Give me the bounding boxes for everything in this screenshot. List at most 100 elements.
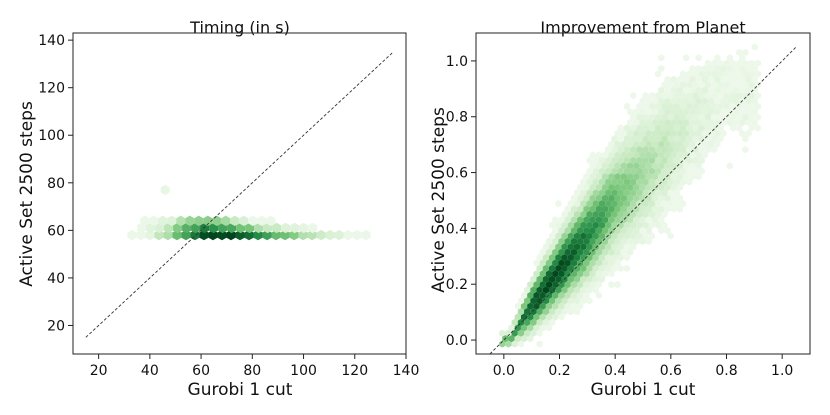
hexbin-cell — [573, 264, 581, 272]
hexbin-cell — [658, 183, 665, 191]
hexbin-cell — [651, 119, 659, 127]
hexbin-cell — [536, 329, 543, 337]
hexbin-cell — [748, 70, 755, 78]
hexbin-cell — [573, 254, 581, 262]
hexbin-cell — [670, 173, 677, 181]
x-tick-label: 1.0 — [771, 363, 793, 379]
hexbin-cell — [564, 270, 571, 278]
hexbin-cell — [208, 229, 218, 241]
hexbin-cell — [567, 232, 574, 240]
hexbin-cell — [673, 102, 680, 110]
hexbin-cell — [645, 129, 652, 137]
hexbin-cell — [586, 286, 593, 294]
hexbin-cell — [626, 248, 634, 256]
hexbin-cell — [580, 297, 587, 305]
hexbin-cell — [648, 210, 655, 218]
hexbin-cell — [692, 156, 699, 164]
hexbin-cell — [729, 81, 737, 89]
hexbin-cell — [620, 248, 627, 256]
hexbin-cell — [352, 229, 362, 241]
hexbin-cell — [549, 318, 556, 326]
hexbin-cell — [714, 140, 721, 148]
hexbin-cell — [626, 205, 634, 213]
hexbin-cell — [561, 210, 568, 218]
hexbin-cell — [558, 270, 565, 278]
hexbin-cell — [623, 178, 631, 186]
hexbin-cell — [573, 189, 581, 197]
improvement-plot-frame — [475, 32, 811, 355]
hexbin-cell — [520, 291, 528, 299]
hexbin-cell — [595, 259, 602, 267]
hexbin-cell — [611, 210, 618, 218]
hexbin-cell — [633, 129, 640, 137]
hexbin-cell — [561, 254, 568, 262]
hexbin-cell — [648, 178, 655, 186]
hexbin-cell — [533, 281, 540, 289]
hexbin-cell — [536, 264, 543, 272]
hexbin-cell — [589, 194, 596, 202]
hexbin-cell — [661, 167, 668, 175]
hexbin-cell — [754, 59, 761, 67]
hexbin-cell — [626, 129, 634, 137]
hexbin-cell — [583, 291, 590, 299]
hexbin-cell — [630, 113, 637, 121]
hexbin-cell — [686, 92, 693, 100]
hexbin-cell — [686, 124, 693, 132]
hexbin-cell — [751, 119, 758, 127]
hexbin-cell — [595, 281, 602, 289]
hexbin-cell — [361, 229, 371, 241]
hexbin-cell — [598, 264, 606, 272]
hexbin-cell — [595, 270, 602, 278]
hexbin-cell — [586, 275, 593, 283]
hexbin-cell — [623, 264, 631, 272]
hexbin-cell — [539, 302, 546, 310]
hexbin-cell — [745, 65, 752, 73]
hexbin-cell — [536, 308, 543, 316]
hexbin-cell — [676, 194, 684, 202]
hexbin-cell — [667, 124, 674, 132]
hexbin-cell — [732, 108, 740, 116]
hexbin-cell — [583, 270, 590, 278]
hexbin-cell — [658, 151, 665, 159]
hexbin-cell — [633, 140, 640, 148]
hexbin-cell — [648, 92, 655, 100]
hexbin-cell — [181, 229, 191, 241]
hexbin-cell — [695, 151, 702, 159]
hexbin-cell — [739, 108, 746, 116]
hexbin-cell — [172, 229, 182, 241]
hexbin-cell — [655, 221, 662, 229]
hexbin-cell — [539, 291, 546, 299]
hexbin-cell — [539, 313, 546, 321]
timing-x-label: Gurobi 1 cut — [188, 380, 293, 400]
hexbin-cell — [704, 81, 712, 89]
hexbin-cell — [651, 205, 659, 213]
hexbin-cell — [583, 183, 590, 191]
hexbin-cell — [530, 318, 537, 326]
hexbin-cell — [667, 200, 674, 208]
hexbin-cell — [595, 291, 602, 299]
y-tick-label: 140 — [38, 33, 65, 49]
hexbin-cell — [708, 119, 715, 127]
hexbin-cell — [670, 183, 677, 191]
hexbin-cell — [658, 162, 665, 170]
hexbin-cell — [226, 229, 236, 241]
y-tick-label: 0.6 — [446, 166, 468, 182]
hexbin-cell — [577, 248, 584, 256]
hexbin-cell — [577, 291, 584, 299]
hexbin-cell — [651, 173, 659, 181]
hexbin-cell — [623, 200, 631, 208]
hexbin-cell — [262, 229, 272, 241]
hexbin-cell — [736, 124, 743, 132]
hexbin-cell — [645, 237, 652, 245]
hexbin-cell — [742, 92, 749, 100]
hexbin-cell — [670, 108, 677, 116]
hexbin-cell — [732, 86, 740, 94]
hexbin-cell — [651, 140, 659, 148]
hexbin-cell — [580, 232, 587, 240]
hexbin-cell — [611, 189, 618, 197]
hexbin-cell — [679, 124, 687, 132]
hexbin-cell — [127, 229, 137, 241]
hexbin-cell — [586, 221, 593, 229]
hexbin-cell — [620, 140, 627, 148]
